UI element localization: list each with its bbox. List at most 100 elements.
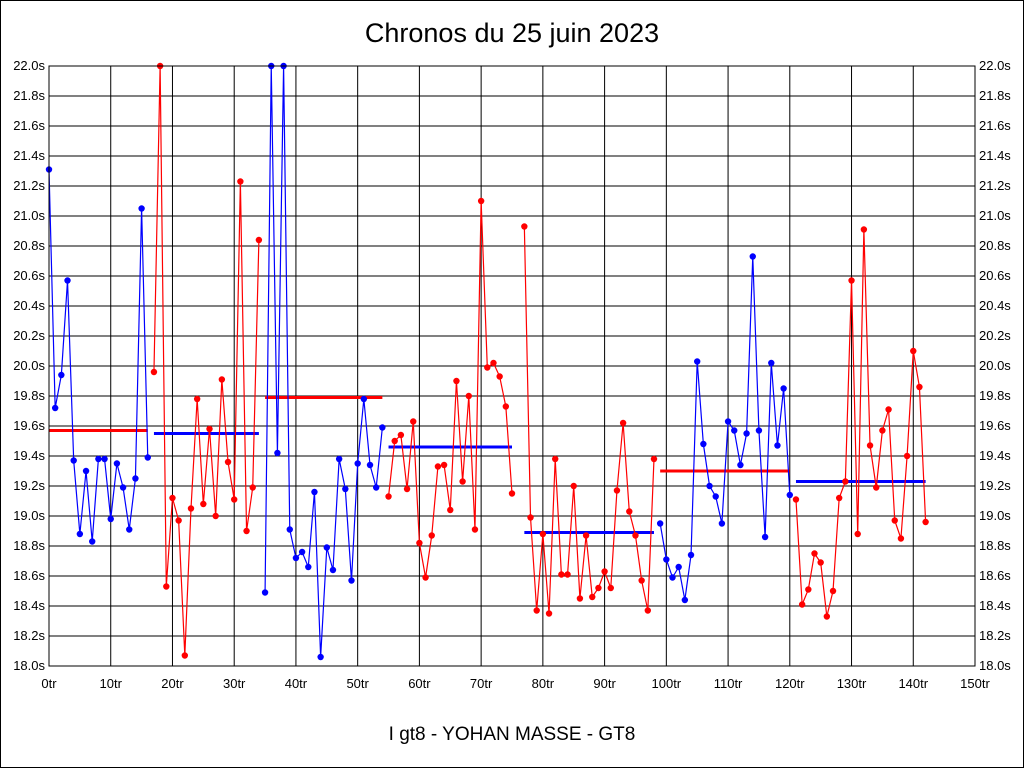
data-point (724, 418, 732, 425)
y-tick-label: 21.4s (13, 148, 45, 163)
data-point (798, 601, 806, 608)
x-tick-label: 140tr (898, 676, 928, 691)
y-tick-label-right: 21.4s (979, 148, 1011, 163)
y-tick-label-right: 22.0s (979, 58, 1011, 73)
data-point (317, 653, 324, 661)
y-tick-label: 20.4s (13, 298, 45, 313)
data-point (687, 551, 695, 559)
data-point (737, 461, 744, 469)
data-point (490, 359, 497, 367)
series-stint-3 (261, 62, 386, 661)
data-point (410, 418, 417, 425)
series-line (264, 65, 383, 658)
y-tick-label: 20.0s (13, 358, 45, 373)
data-point (879, 427, 886, 434)
data-point (447, 506, 454, 514)
data-point (163, 583, 170, 590)
y-tick-label-right: 19.0s (979, 508, 1011, 523)
data-point (348, 577, 355, 584)
y-tick-label: 18.6s (13, 568, 45, 583)
y-tick-label-right: 18.8s (979, 538, 1011, 553)
y-tick-label: 20.6s (13, 268, 45, 283)
y-axis-right: 18.0s 18.2s 18.4s 18.6s 18.8s 19.0s 19.2s 19.4s… (979, 58, 1011, 673)
data-point (138, 205, 145, 212)
data-point (169, 494, 176, 502)
data-point (576, 595, 584, 602)
data-point (397, 431, 405, 439)
data-point (743, 430, 750, 437)
data-point (311, 488, 318, 496)
series-line (659, 256, 791, 601)
data-point (835, 494, 843, 502)
data-point (502, 403, 510, 410)
data-point (305, 563, 312, 571)
y-tick-label-right: 19.6s (979, 418, 1011, 433)
data-point (619, 419, 627, 427)
data-point (119, 484, 127, 491)
data-point (521, 223, 528, 230)
x-tick-label: 30tr (223, 676, 246, 691)
data-point (792, 496, 800, 503)
data-point (731, 427, 738, 434)
data-point (774, 442, 781, 449)
data-point (218, 376, 226, 383)
data-point (354, 460, 361, 467)
data-point (613, 487, 621, 494)
series-stint-1 (45, 166, 151, 545)
data-point (372, 484, 380, 491)
data-point (718, 520, 726, 527)
data-point (335, 455, 343, 463)
data-point (755, 427, 763, 434)
y-tick-label: 20.2s (13, 328, 45, 343)
data-point (416, 539, 423, 547)
data-point (589, 593, 596, 601)
data-point (694, 358, 701, 365)
data-point (558, 571, 565, 578)
x-tick-label: 60tr (408, 676, 431, 691)
x-tick-label: 10tr (100, 676, 123, 691)
data-point (440, 461, 448, 469)
data-point (663, 556, 670, 563)
data-point (675, 563, 682, 571)
y-tick-label-right: 18.2s (979, 628, 1011, 643)
plot-border (48, 65, 976, 667)
y-tick-label: 19.0s (13, 508, 45, 523)
data-point (570, 482, 577, 490)
data-point (212, 512, 219, 520)
data-point (58, 371, 65, 379)
data-point (126, 526, 133, 533)
data-point (459, 478, 466, 485)
y-tick-label-right: 20.6s (979, 268, 1011, 283)
data-point (95, 455, 102, 463)
series-line (153, 65, 260, 656)
data-point (144, 454, 151, 461)
series-stint-4 (385, 197, 658, 617)
series-stint-5 (656, 253, 793, 604)
data-point (274, 449, 281, 457)
y-tick-label: 21.0s (13, 208, 45, 223)
data-point (700, 440, 707, 448)
data-point (206, 425, 213, 433)
data-point (564, 571, 571, 578)
data-point (873, 484, 880, 491)
data-point (366, 461, 374, 469)
data-point (601, 568, 608, 575)
data-point (82, 467, 90, 475)
chart-title: Chronos du 25 juin 2023 (364, 18, 660, 48)
data-point (465, 392, 472, 400)
data-point (786, 491, 793, 499)
data-point (76, 530, 84, 538)
data-point (298, 548, 306, 556)
y-tick-label: 18.0s (13, 658, 45, 673)
data-point (885, 406, 892, 413)
y-tick-label-right: 21.0s (979, 208, 1011, 223)
data-point (780, 385, 787, 392)
x-tick-label: 110tr (714, 676, 743, 691)
y-tick-label: 19.4s (13, 448, 45, 463)
data-point (379, 424, 386, 431)
x-tick-label: 0tr (41, 676, 57, 691)
x-axis: 0tr 10tr 20tr 30tr 40tr 50tr 60tr 70tr 80tr 90tr 1… (41, 676, 990, 691)
data-point (187, 505, 195, 512)
data-point (582, 532, 590, 539)
